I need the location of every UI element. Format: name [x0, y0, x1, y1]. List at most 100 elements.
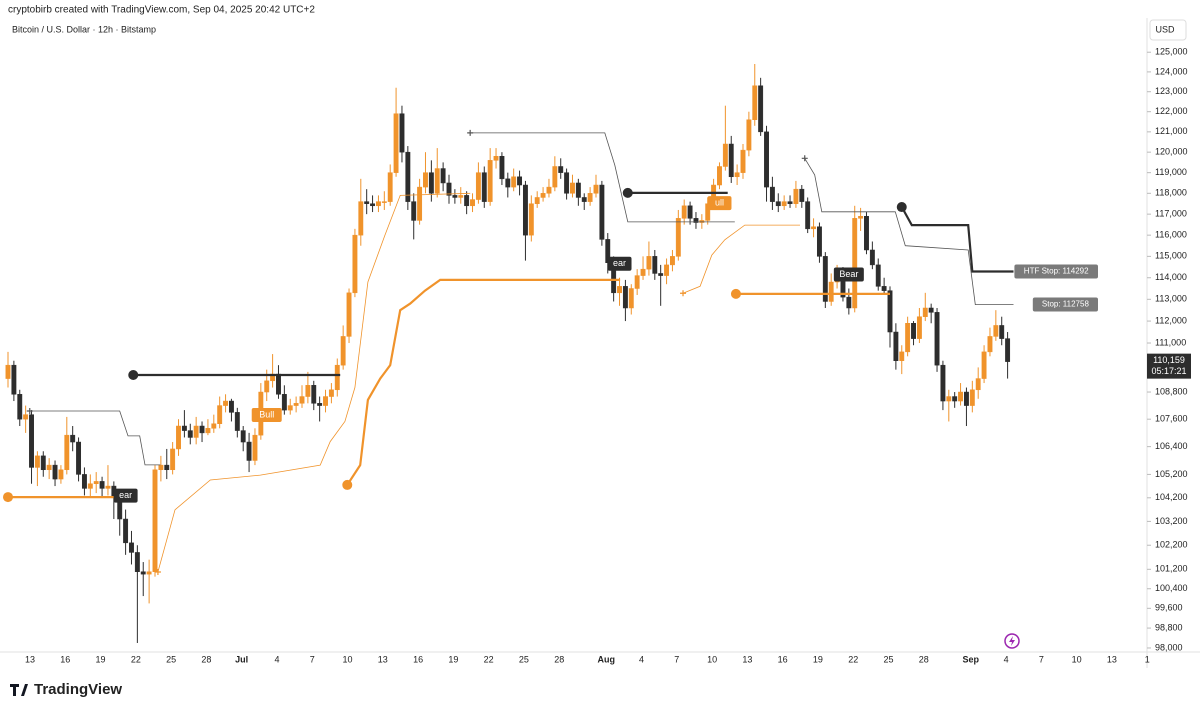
- candle-body: [287, 405, 293, 411]
- candle-body: [411, 201, 417, 221]
- candle-body: [799, 188, 805, 202]
- candle-body: [722, 143, 728, 167]
- indicator-line: [470, 132, 735, 223]
- candle-body: [922, 307, 928, 317]
- candle-body: [211, 423, 217, 429]
- line-start-cross: [467, 129, 474, 136]
- currency-box[interactable]: [1149, 19, 1187, 41]
- signal-bg: [707, 196, 732, 211]
- stop-tag: [1014, 264, 1098, 279]
- candle-body: [946, 396, 952, 402]
- candle-body: [846, 296, 852, 309]
- candle-body: [793, 188, 799, 204]
- y-tick-label: 123,000: [1155, 86, 1188, 96]
- candle-body: [23, 414, 29, 420]
- line-start-dot: [896, 202, 907, 213]
- candle-body: [987, 336, 993, 353]
- stop-tag: [1032, 297, 1098, 312]
- candle-body: [717, 166, 722, 186]
- candle-body: [816, 226, 822, 257]
- candle-body: [775, 201, 781, 207]
- candle-body: [781, 201, 787, 207]
- y-tick-label: 111,000: [1155, 337, 1186, 347]
- x-tick-label: 19: [448, 654, 458, 664]
- y-tick-label: 107,600: [1155, 414, 1188, 424]
- candle-body: [752, 85, 758, 120]
- x-tick-label: 22: [848, 654, 858, 664]
- candle-body: [334, 364, 340, 391]
- candle-body: [399, 113, 405, 153]
- candle-body: [575, 182, 581, 198]
- x-tick-label: 7: [674, 654, 679, 664]
- candle-body: [552, 166, 558, 188]
- candle-body: [317, 403, 323, 406]
- last-price-tag: [1147, 353, 1191, 379]
- candle-body: [405, 151, 411, 202]
- candle-body: [5, 364, 11, 379]
- candle-body: [434, 168, 440, 194]
- currency[interactable]: USD: [1155, 24, 1175, 34]
- x-tick-label: 25: [883, 654, 893, 664]
- candle-body: [446, 182, 452, 196]
- line-start-dot: [342, 479, 353, 490]
- credit: cryptobirb created with TradingView.com,…: [8, 5, 315, 16]
- candle-body: [234, 412, 240, 431]
- candle-body: [123, 518, 129, 544]
- candle-body: [905, 323, 911, 353]
- candle-body: [276, 373, 281, 395]
- candle-body: [1005, 338, 1011, 362]
- x-tick-label: 7: [1039, 654, 1044, 664]
- candle-body: [140, 571, 146, 575]
- x-tick-label: 16: [778, 654, 788, 664]
- signal-label: ear: [119, 490, 132, 500]
- candle-body: [599, 184, 605, 240]
- x-tick-label: 28: [201, 654, 211, 664]
- candle-body: [517, 176, 523, 186]
- candle-body: [181, 425, 187, 431]
- candle-body: [223, 400, 229, 406]
- candle-body: [911, 323, 916, 339]
- candle-body: [952, 396, 958, 402]
- candle-body: [481, 172, 487, 202]
- signal-label: ear: [613, 258, 626, 268]
- candle-body: [340, 336, 346, 366]
- candle-body: [46, 464, 52, 471]
- x-tick-label: 4: [639, 654, 644, 664]
- candle-body: [522, 184, 528, 236]
- candle-body: [40, 455, 46, 471]
- candle-body: [864, 215, 869, 251]
- candle-body: [899, 351, 905, 361]
- brand[interactable]: TradingView: [34, 681, 122, 698]
- candle-body: [528, 203, 534, 236]
- candle-body: [640, 268, 646, 276]
- candle-body: [658, 273, 664, 276]
- line-start-dot: [730, 288, 741, 299]
- signal-bg: [251, 408, 282, 423]
- x-tick-label: 13: [742, 654, 752, 664]
- candle-body: [246, 441, 252, 461]
- signal-label: ull: [715, 198, 724, 208]
- y-tick-label: 108,800: [1155, 386, 1188, 396]
- candle-body: [381, 201, 387, 203]
- indicator-line: [29, 410, 161, 466]
- brand-logo[interactable]: [10, 684, 28, 696]
- candle-body: [264, 380, 270, 393]
- y-tick-label: 102,200: [1155, 540, 1188, 550]
- candle-body: [963, 391, 969, 406]
- x-tick-label: 16: [60, 654, 70, 664]
- replay-icon[interactable]: [1004, 633, 1020, 649]
- candle-body: [869, 249, 875, 266]
- candle-body: [205, 428, 211, 434]
- indicator-line: [157, 192, 471, 573]
- candle-body: [581, 197, 587, 202]
- y-tick-label: 115,000: [1155, 251, 1187, 261]
- candle-body: [875, 264, 881, 287]
- x-tick-label: 25: [166, 654, 176, 664]
- x-tick-label: 10: [707, 654, 717, 664]
- candle-body: [511, 176, 517, 188]
- candle-body: [423, 172, 428, 188]
- candle-body: [769, 186, 775, 202]
- countdown: 05:17:21: [1151, 366, 1186, 376]
